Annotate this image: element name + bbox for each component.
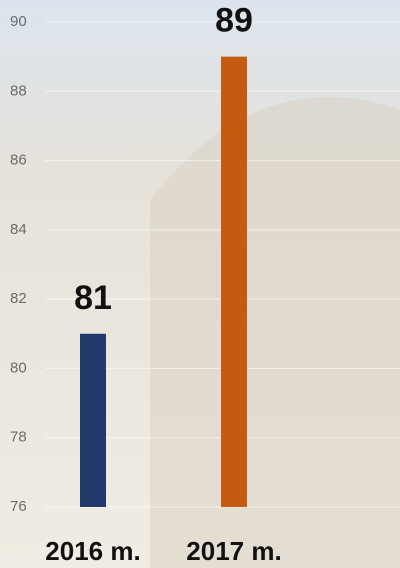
- y-tick-label: 76: [10, 498, 27, 515]
- y-tick-label: 82: [10, 290, 27, 307]
- x-tick-label: 2016 m.: [45, 536, 140, 566]
- building-shape: [150, 97, 400, 568]
- y-tick-label: 84: [10, 221, 27, 238]
- y-tick-label: 78: [10, 429, 27, 446]
- bar: [80, 334, 106, 507]
- y-tick-label: 88: [10, 82, 27, 99]
- data-label: 89: [215, 2, 253, 40]
- y-tick-label: 86: [10, 152, 27, 169]
- page: 76788082848688902016 m.812017 m.89 (() =…: [0, 0, 400, 568]
- x-tick-label: 2017 m.: [186, 536, 281, 566]
- bar: [221, 57, 247, 507]
- y-tick-label: 80: [10, 359, 27, 376]
- chart: 76 78 80 82 84 86 88 90 2016 m. 81 2017 m. 89: [0, 0, 400, 568]
- data-label: 81: [74, 279, 112, 317]
- y-tick-label: 90: [10, 13, 27, 30]
